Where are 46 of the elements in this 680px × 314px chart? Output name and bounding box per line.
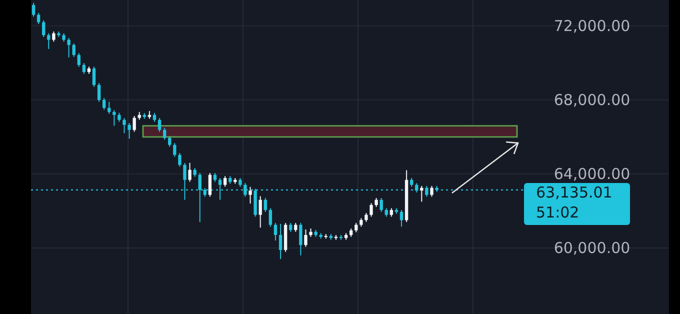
candlestick bbox=[122, 118, 126, 134]
candlestick bbox=[208, 172, 212, 198]
candlestick bbox=[274, 222, 278, 242]
candlestick bbox=[97, 82, 101, 102]
candlestick bbox=[268, 208, 272, 228]
text: 51:02 bbox=[536, 203, 580, 222]
candlestick bbox=[304, 228, 308, 248]
candlestick bbox=[92, 66, 96, 88]
candlestick bbox=[415, 182, 418, 193]
candlestick bbox=[354, 222, 358, 233]
candlestick bbox=[223, 176, 227, 188]
y-tick-label: 68,000.00 bbox=[554, 91, 630, 110]
candlestick bbox=[72, 42, 76, 58]
candlestick bbox=[430, 185, 434, 198]
candlestick bbox=[67, 37, 70, 58]
candlestick bbox=[248, 186, 252, 204]
candlestick bbox=[299, 222, 302, 256]
candlestick bbox=[112, 110, 116, 126]
candlestick bbox=[102, 98, 106, 110]
candlestick bbox=[32, 2, 36, 18]
candlestick bbox=[128, 122, 131, 140]
candlestick bbox=[52, 30, 56, 42]
candlestick bbox=[258, 196, 262, 228]
candlestick bbox=[278, 223, 282, 260]
candlestick bbox=[264, 197, 267, 212]
candlestick bbox=[173, 142, 176, 158]
candlestick bbox=[132, 116, 136, 132]
candlestick bbox=[370, 202, 373, 218]
candlestick bbox=[420, 185, 424, 202]
ref-line-label: 63,135.01 bbox=[536, 183, 612, 202]
y-tick-label: 60,000.00 bbox=[554, 239, 630, 258]
candlestick bbox=[162, 128, 166, 140]
candlestick bbox=[425, 185, 428, 198]
candlestick bbox=[108, 101, 111, 114]
candlestick bbox=[47, 32, 50, 50]
candlestick bbox=[178, 152, 182, 168]
candlestick bbox=[82, 62, 86, 74]
candlestick bbox=[42, 20, 46, 38]
y-tick-label: 72,000.00 bbox=[554, 17, 630, 36]
y-tick-label: 64,000.00 bbox=[554, 165, 630, 184]
candlestick bbox=[380, 197, 383, 212]
candlestick bbox=[400, 210, 404, 228]
candlestick bbox=[77, 52, 80, 68]
candlestick bbox=[158, 118, 162, 132]
candlestick bbox=[188, 162, 192, 182]
candlestick bbox=[168, 136, 172, 148]
